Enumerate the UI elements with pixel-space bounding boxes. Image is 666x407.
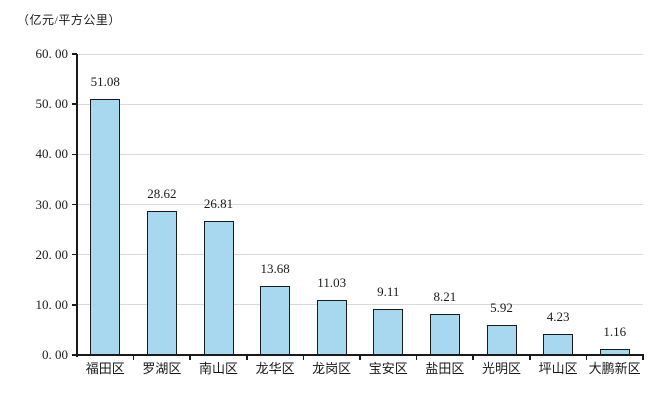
gridline (77, 254, 643, 256)
category-label: 大鹏新区 (588, 361, 641, 376)
category-label: 坪山区 (538, 361, 578, 376)
gridline (77, 304, 643, 306)
bar-value-label: 26.81 (203, 195, 234, 211)
bar (316, 299, 347, 355)
bar-value-label: 13.68 (260, 261, 290, 277)
bar-value-label: 51.08 (90, 73, 120, 89)
gridline (77, 204, 643, 205)
y-axis-tick (72, 203, 77, 206)
y-tick-label: 10. 00 (35, 296, 69, 312)
x-axis-tick (415, 355, 418, 360)
bar-value-label: 9.11 (377, 284, 400, 300)
bar (429, 313, 460, 355)
bar (543, 333, 574, 355)
gridline (77, 153, 643, 155)
y-axis-tick (72, 153, 77, 156)
y-tick-label: 50. 00 (35, 96, 69, 112)
bar-value-label: 4.23 (546, 308, 570, 324)
y-tick-label: 30. 00 (35, 196, 69, 212)
bar (146, 211, 177, 355)
category-label: 罗湖区 (142, 361, 182, 376)
category-label: 光明区 (481, 361, 521, 376)
bar-value-label: 1.16 (603, 324, 627, 340)
y-axis-tick (72, 53, 77, 55)
x-axis-tick (189, 355, 191, 360)
category-label: 龙岗区 (312, 361, 352, 376)
bar-value-label: 8.21 (433, 288, 457, 304)
x-axis-tick (642, 355, 644, 360)
bar (599, 349, 630, 355)
x-axis-tick (585, 355, 588, 360)
category-label: 龙华区 (255, 361, 295, 376)
gridline (77, 103, 643, 105)
category-label: 南山区 (198, 361, 238, 376)
bar (203, 220, 234, 355)
category-label: 盐田区 (425, 361, 465, 376)
y-axis-tick (72, 354, 77, 356)
x-axis-tick (359, 355, 361, 360)
bar-value-label: 5.92 (490, 300, 513, 316)
category-label: 宝安区 (368, 361, 408, 376)
x-axis-tick (472, 355, 474, 360)
y-tick-label: 20. 00 (35, 246, 69, 262)
bar (90, 98, 121, 355)
x-axis-tick (529, 355, 531, 360)
y-axis-tick (72, 304, 77, 306)
y-axis-tick (72, 253, 77, 256)
y-axis-unit-label: （亿元/平方公里） (17, 13, 121, 27)
y-axis-tick (72, 103, 77, 105)
category-label: 福田区 (85, 361, 125, 376)
bar (486, 325, 517, 355)
bar-value-label: 28.62 (147, 186, 177, 202)
bar-value-label: 11.03 (317, 274, 347, 290)
x-axis-tick (246, 355, 248, 360)
y-tick-label: 40. 00 (35, 146, 69, 162)
x-axis-tick (302, 355, 305, 360)
bar (260, 286, 291, 355)
y-tick-label: 60. 00 (35, 46, 69, 61)
gridline (77, 53, 643, 55)
bar (373, 309, 404, 355)
x-axis-tick (132, 355, 135, 360)
y-axis-line (76, 54, 78, 357)
y-tick-label: 0. 00 (42, 347, 68, 362)
